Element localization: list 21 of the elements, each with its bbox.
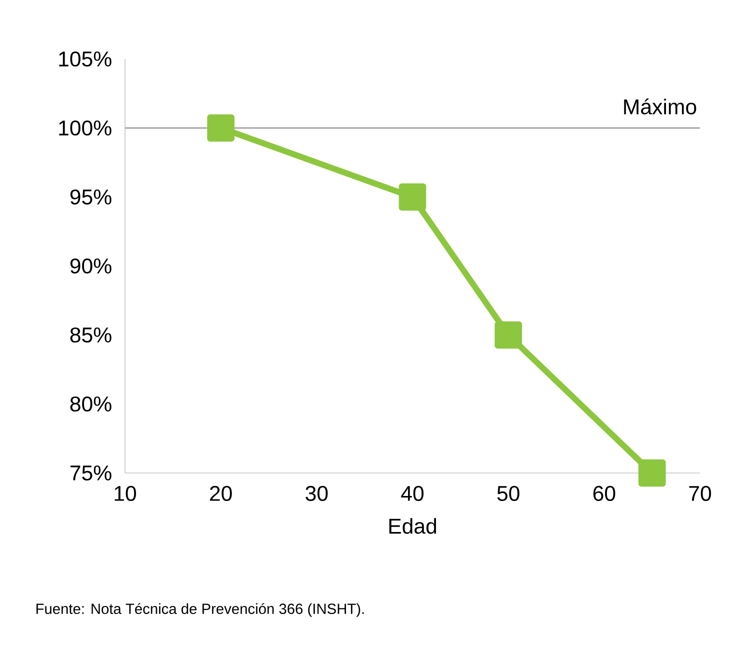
y-tick-label: 85% xyxy=(70,327,112,343)
y-tick-label: 95% xyxy=(70,189,112,205)
x-tick-label: 20 xyxy=(210,486,232,501)
point xyxy=(638,459,666,487)
point xyxy=(494,321,522,349)
y-tick-label: 90% xyxy=(70,258,112,274)
y-tick-label: 105% xyxy=(59,51,112,67)
x-tick-label: 60 xyxy=(593,486,616,501)
x-tick-label: 40 xyxy=(401,486,424,501)
y-tick-label: 75% xyxy=(70,465,112,481)
y-tick-label: 80% xyxy=(70,396,112,412)
source-note: Fuente: Nota Técnica de Prevención 366 (INSHT). xyxy=(36,603,364,617)
x-tick-label: 30 xyxy=(306,486,328,501)
point xyxy=(398,183,426,211)
x-tick-label: 50 xyxy=(497,486,520,501)
y-tick-label: 100% xyxy=(59,120,112,136)
ref-line-label: Máximo xyxy=(624,98,696,114)
x-tick-label: 70 xyxy=(689,486,712,501)
x-tick-label: 10 xyxy=(114,486,136,501)
x-axis-title: Edad xyxy=(389,518,436,534)
point xyxy=(207,114,235,142)
